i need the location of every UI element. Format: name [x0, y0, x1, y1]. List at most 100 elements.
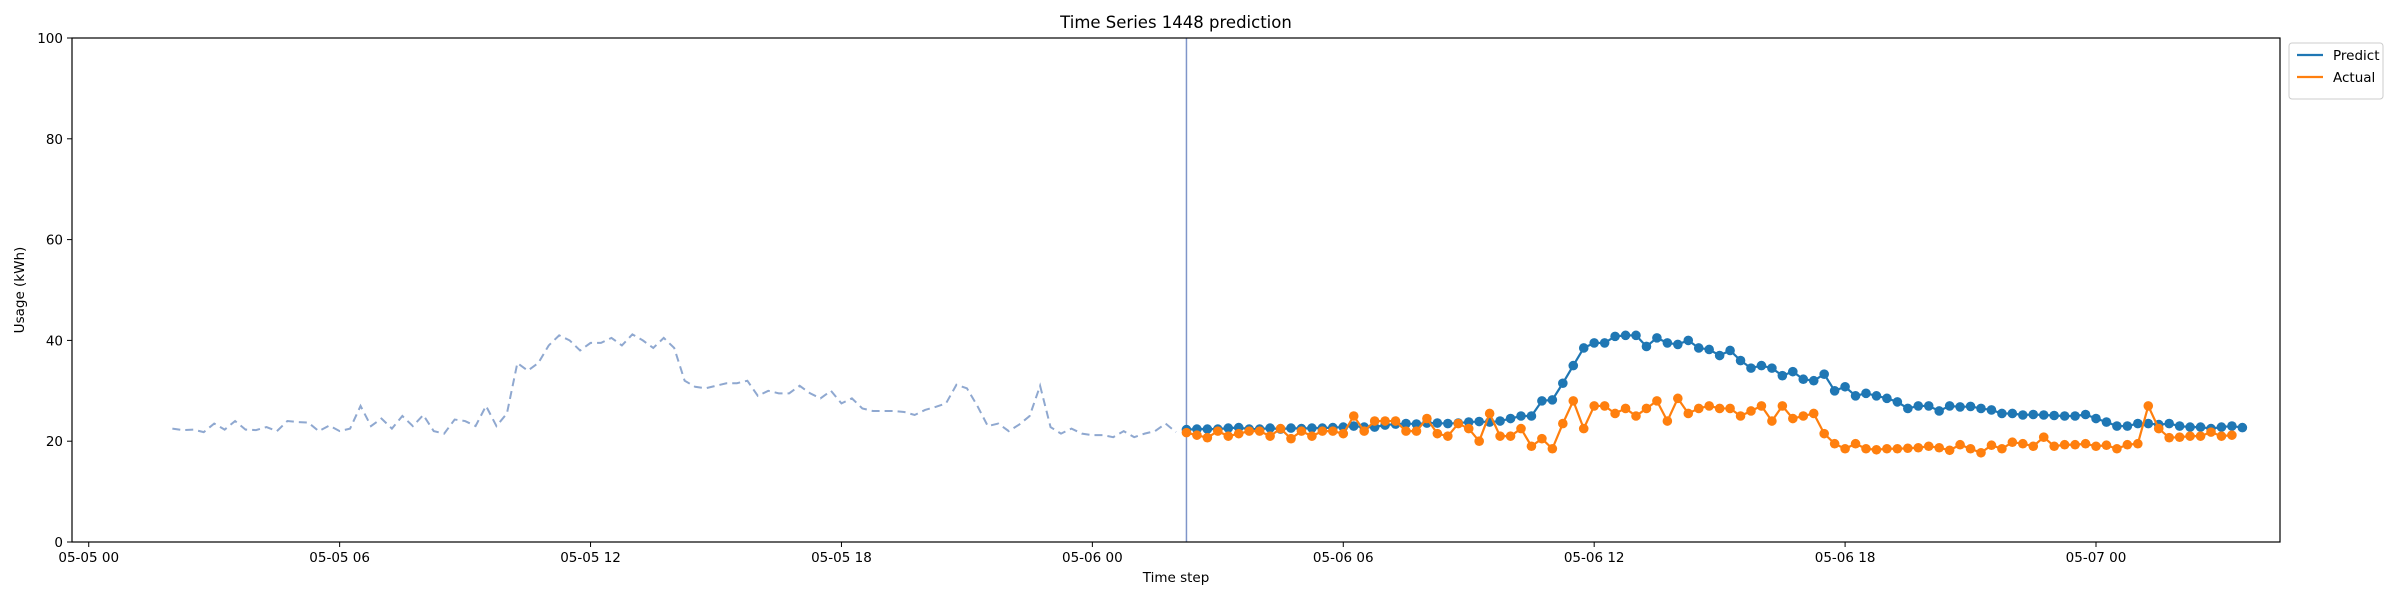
data-point-predict [2174, 421, 2185, 431]
data-point-actual [2185, 431, 2195, 441]
data-point-actual [1411, 426, 1422, 436]
data-point-predict [1892, 397, 1903, 407]
data-point-predict [2007, 408, 2018, 419]
data-point-actual [1202, 432, 1213, 443]
data-point-predict [1401, 418, 1411, 429]
data-point-actual [1307, 431, 1317, 441]
data-point-predict [1777, 370, 1788, 381]
data-point-predict [2091, 413, 2101, 424]
data-point-actual [1631, 411, 1641, 421]
legend-box [2288, 42, 2384, 100]
data-point-predict [2164, 418, 2174, 429]
data-point-actual [2174, 432, 2185, 442]
axes: 0 20 40 60 80 100 05-05 00 05-05 06 05-05 12 05-0… [37, 31, 2281, 566]
data-point-predict [1882, 393, 1892, 404]
data-point-actual [2216, 431, 2227, 441]
data-point-actual [2153, 423, 2164, 434]
data-point-predict [1223, 423, 1234, 433]
data-point-predict [2122, 421, 2133, 431]
data-point-actual [1547, 443, 1558, 454]
data-point-actual [1620, 403, 1631, 414]
data-point-actual [2101, 440, 2112, 451]
data-point-actual [2070, 439, 2080, 450]
data-point-actual [1756, 401, 1767, 411]
data-point-actual [1892, 443, 1903, 454]
data-point-actual [1829, 438, 1840, 449]
data-point-predict [1495, 416, 1505, 426]
x-tick-label: 05-07 00 [2066, 550, 2127, 566]
data-point-actual [1474, 436, 1484, 447]
data-point-actual [1192, 430, 1202, 440]
data-point-actual [1505, 431, 1516, 441]
data-point-actual [1568, 396, 1579, 406]
data-point-predict [1965, 401, 1976, 412]
data-point-predict [1871, 391, 1882, 401]
data-point-predict [1516, 411, 1526, 421]
data-point-predict [1725, 345, 1735, 356]
data-point-actual [1861, 443, 1871, 454]
data-point-actual [2227, 430, 2237, 440]
data-point-predict [1767, 363, 1777, 373]
data-point-actual [1746, 406, 1756, 416]
data-point-actual [1296, 426, 1307, 436]
data-point-actual [1903, 443, 1913, 454]
data-point-actual [2059, 439, 2070, 450]
data-point-actual [2122, 439, 2133, 450]
data-point-actual [1516, 423, 1526, 434]
data-point-predict [1631, 330, 1641, 341]
data-point-actual [1955, 439, 1965, 450]
data-point-predict [2133, 418, 2143, 429]
data-point-predict [2101, 417, 2112, 427]
data-point-actual [1714, 403, 1725, 414]
x-tick-label: 05-05 00 [58, 550, 119, 566]
data-point-actual [1589, 401, 1599, 411]
data-point-predict [1934, 406, 1944, 416]
data-point-predict [1788, 366, 1798, 377]
y-axis-label: Usage (kWh) [12, 247, 28, 334]
plot-area [172, 38, 2248, 542]
data-point-actual [1923, 441, 1934, 452]
data-point-actual [1808, 408, 1819, 419]
data-point-actual [1641, 403, 1652, 414]
data-point-predict [2059, 411, 2070, 421]
data-point-predict [2237, 422, 2248, 433]
data-point-actual [1380, 416, 1390, 426]
x-tick-label: 05-06 12 [1564, 550, 1625, 566]
data-point-predict [1756, 360, 1767, 371]
data-point-predict [1746, 363, 1756, 373]
data-point-actual [1913, 442, 1924, 453]
data-point-actual [1599, 401, 1610, 411]
data-point-predict [2049, 410, 2059, 421]
data-point-actual [2143, 401, 2154, 411]
data-point-actual [2091, 441, 2101, 452]
data-point-actual [1369, 416, 1380, 426]
data-point-predict [1641, 341, 1652, 352]
data-point-actual [1233, 428, 1244, 439]
data-point-actual [1767, 416, 1777, 426]
data-point-predict [1411, 419, 1422, 429]
data-point-actual [1819, 428, 1829, 439]
data-point-predict [2143, 418, 2154, 429]
data-point-predict [2216, 422, 2227, 432]
data-point-predict [1997, 408, 2007, 419]
x-axis-label: Time step [1142, 570, 1210, 586]
data-point-actual [1693, 403, 1704, 414]
data-point-predict [1976, 403, 1986, 414]
data-point-actual [1558, 418, 1568, 429]
data-point-actual [2018, 438, 2028, 449]
data-point-actual [1275, 423, 1286, 434]
data-point-predict [1662, 338, 1673, 348]
data-point-actual [1432, 428, 1443, 439]
data-point-predict [1474, 416, 1484, 427]
data-point-predict [2070, 411, 2080, 421]
data-point-predict [1652, 333, 1662, 343]
data-point-actual [2112, 443, 2122, 454]
data-point-predict [2018, 410, 2028, 420]
data-point-predict [1673, 339, 1683, 350]
data-point-actual [1328, 426, 1338, 436]
data-point-predict [1808, 375, 1819, 386]
data-point-actual [1997, 443, 2007, 454]
data-point-predict [1819, 369, 1829, 379]
data-point-actual [1788, 413, 1798, 424]
